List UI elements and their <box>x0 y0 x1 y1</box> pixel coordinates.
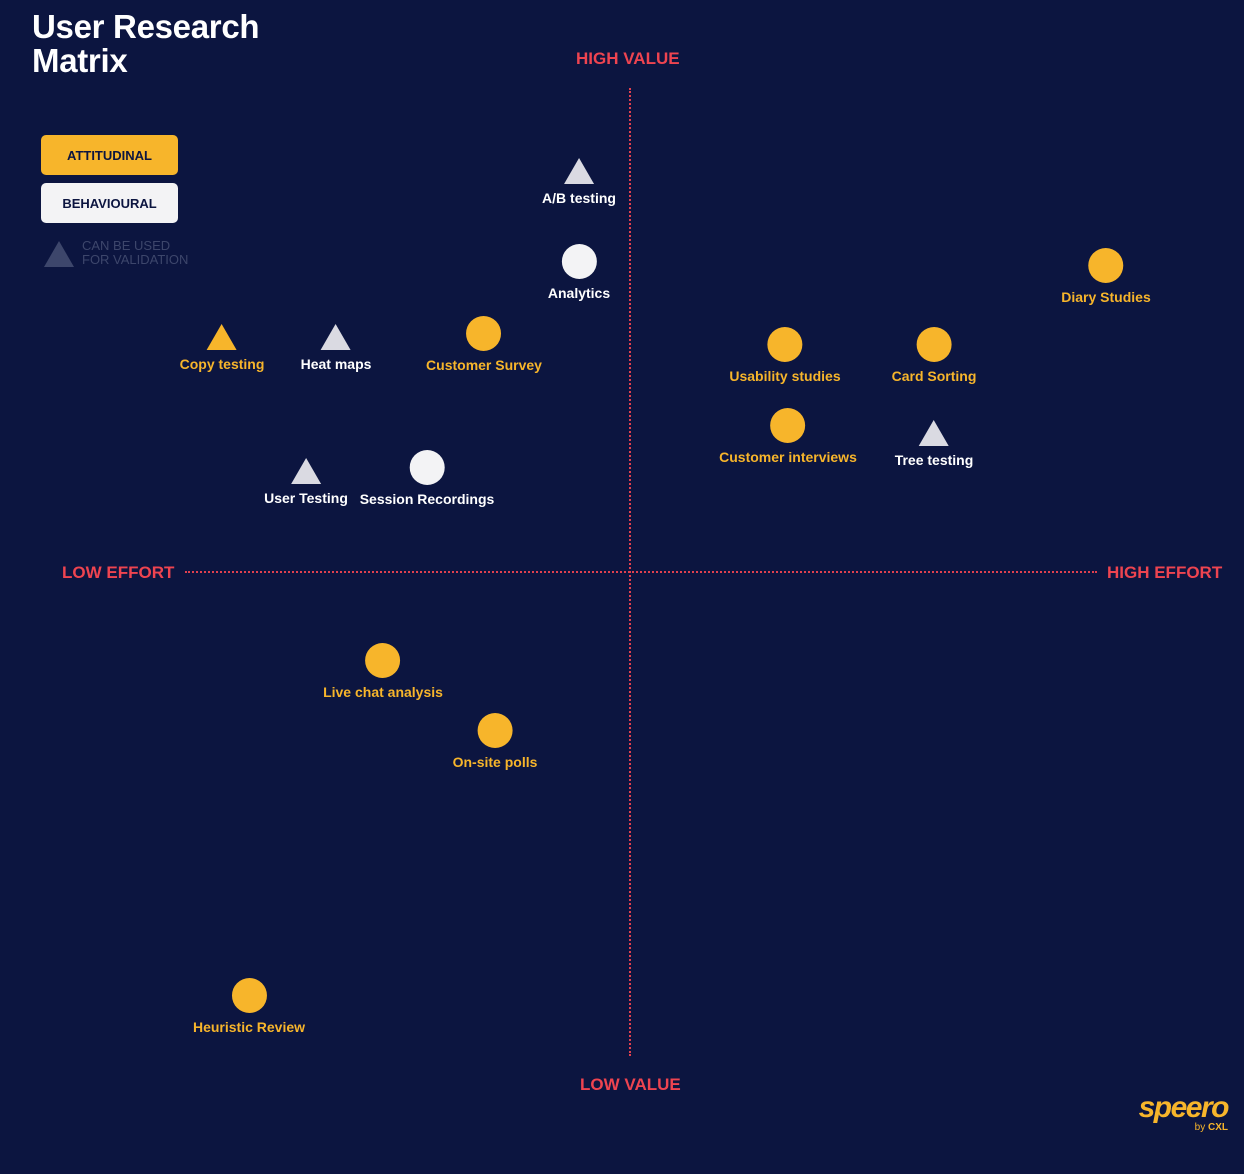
matrix-item-label: User Testing <box>264 490 348 506</box>
page-title: User Research Matrix <box>32 8 260 79</box>
circle-icon <box>409 450 445 485</box>
logo-by-brand: CXL <box>1208 1122 1228 1133</box>
circle-icon <box>365 643 401 678</box>
matrix-item-label: Usability studies <box>729 368 841 384</box>
triangle-icon <box>563 158 594 184</box>
matrix-item-label: Customer Survey <box>426 357 542 373</box>
circle-icon <box>770 408 806 443</box>
matrix-item-customer-interviews: Customer interviews <box>719 408 857 465</box>
matrix-item-analytics: Analytics <box>548 244 610 301</box>
circle-icon <box>477 713 513 748</box>
matrix-item-live-chat-analysis: Live chat analysis <box>323 643 443 700</box>
matrix-item-heuristic-review: Heuristic Review <box>193 978 305 1035</box>
triangle-icon <box>290 458 321 484</box>
matrix-item-on-site-polls: On-site polls <box>452 713 538 770</box>
effort-axis-line <box>185 571 1097 573</box>
matrix-item-session-recordings: Session Recordings <box>359 450 495 507</box>
matrix-item-usability-studies: Usability studies <box>729 327 841 384</box>
matrix-item-label: Heuristic Review <box>192 1019 306 1035</box>
triangle-icon <box>321 324 351 350</box>
matrix-item-label: A/B testing <box>542 190 616 206</box>
logo-by: by <box>1194 1122 1206 1133</box>
matrix-item-label: Copy testing <box>179 356 265 372</box>
matrix-item-label: On-site polls <box>452 754 538 770</box>
matrix-item-label: Session Recordings <box>359 491 495 507</box>
legend-behavioural: BEHAVIOURAL <box>41 183 178 223</box>
axis-label-high-value: HIGH VALUE <box>576 49 680 68</box>
matrix-item-tree-testing: Tree testing <box>894 420 974 468</box>
matrix-item-label: Analytics <box>547 285 611 301</box>
legend-validation: CAN BE USED FOR VALIDATION <box>44 239 214 269</box>
triangle-icon <box>44 241 74 267</box>
matrix-item-a-b-testing: A/B testing <box>542 158 616 206</box>
brand-logo: speero by CXL <box>1138 1091 1230 1134</box>
matrix-item-card-sorting: Card Sorting <box>891 327 977 384</box>
circle-icon <box>466 316 502 351</box>
matrix-item-heat-maps: Heat maps <box>300 324 372 372</box>
circle-icon <box>767 327 803 362</box>
circle-icon <box>231 978 267 1013</box>
axis-label-low-value: LOW VALUE <box>580 1075 681 1094</box>
axis-label-high-effort: HIGH EFFORT <box>1107 563 1223 582</box>
legend-validation-label: CAN BE USED FOR VALIDATION <box>82 238 189 267</box>
matrix-item-copy-testing: Copy testing <box>179 324 265 372</box>
matrix-item-customer-survey: Customer Survey <box>426 316 542 373</box>
matrix-item-diary-studies: Diary Studies <box>1061 248 1151 305</box>
triangle-icon <box>207 324 237 350</box>
axis-label-low-effort: LOW EFFORT <box>62 563 175 582</box>
matrix-item-label: Tree testing <box>894 452 974 468</box>
title-line-2: Matrix <box>32 42 128 79</box>
matrix-item-label: Card Sorting <box>891 368 977 384</box>
circle-icon <box>1088 248 1124 283</box>
circle-icon <box>561 244 597 279</box>
matrix-item-label: Customer interviews <box>719 449 857 465</box>
triangle-icon <box>919 420 949 446</box>
matrix-item-label: Diary Studies <box>1061 289 1151 305</box>
logo-wordmark: speero <box>1138 1091 1230 1124</box>
logo-byline: by CXL <box>1139 1122 1228 1133</box>
matrix-item-label: Heat maps <box>300 356 372 372</box>
matrix-item-label: Live chat analysis <box>323 684 443 700</box>
title-line-1: User Research <box>32 8 260 45</box>
circle-icon <box>916 327 952 362</box>
legend-attitudinal: ATTITUDINAL <box>41 135 178 175</box>
matrix-item-user-testing: User Testing <box>264 458 348 506</box>
